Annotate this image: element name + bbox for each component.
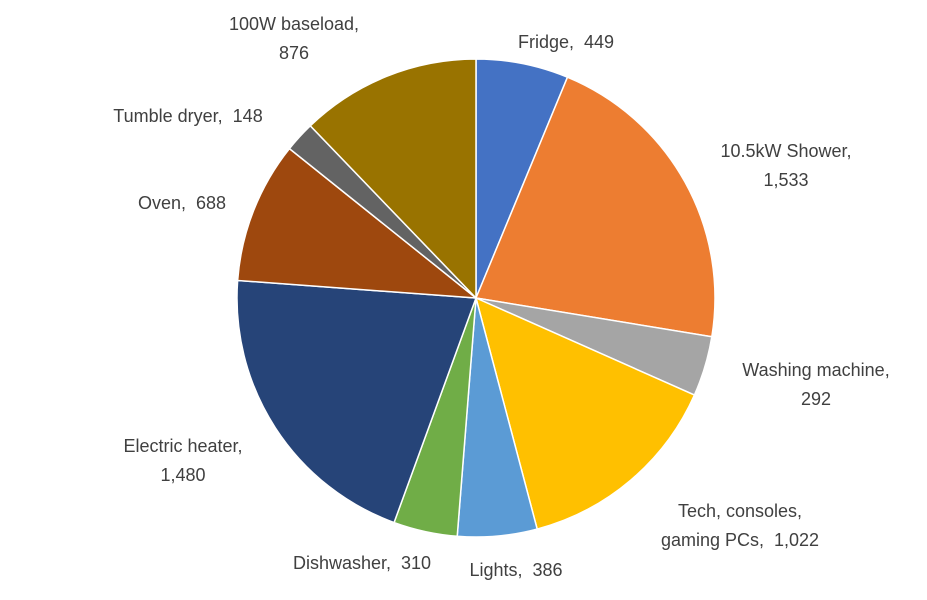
data-label-line: Electric heater, bbox=[123, 436, 242, 456]
data-label-washing-machine: Washing machine, 292 bbox=[742, 360, 889, 409]
pie-slice-oven bbox=[236, 147, 479, 299]
pie-slices bbox=[236, 58, 716, 538]
data-label-fridge: Fridge, 449 bbox=[518, 32, 614, 52]
data-label-line: Tumble dryer, 148 bbox=[113, 106, 262, 126]
data-label-tumble-dryer: Tumble dryer, 148 bbox=[113, 106, 262, 126]
data-label-line: 10.5kW Shower, bbox=[720, 141, 851, 161]
data-label-line: gaming PCs, 1,022 bbox=[661, 530, 819, 550]
pie-slice-10-5kw-shower bbox=[474, 76, 716, 338]
data-label-line: Fridge, 449 bbox=[518, 32, 614, 52]
pie-slice-tech-consoles-gaming-pcs bbox=[474, 296, 696, 530]
data-label-line: 1,533 bbox=[763, 170, 808, 190]
data-label-100w-baseload: 100W baseload, 876 bbox=[229, 14, 359, 63]
data-label-line: 100W baseload, bbox=[229, 14, 359, 34]
data-label-line: Tech, consoles, bbox=[678, 501, 802, 521]
pie-slice-electric-heater bbox=[236, 279, 478, 524]
data-label-electric-heater: Electric heater, 1,480 bbox=[123, 436, 242, 485]
data-label-line: Lights, 386 bbox=[469, 560, 562, 580]
data-label-lights: Lights, 386 bbox=[469, 560, 562, 580]
data-label-dishwasher: Dishwasher, 310 bbox=[293, 553, 431, 573]
data-label-10-5kw-shower: 10.5kW Shower, 1,533 bbox=[720, 141, 851, 190]
data-label-line: 1,480 bbox=[160, 465, 205, 485]
data-label-line: Dishwasher, 310 bbox=[293, 553, 431, 573]
data-label-tech-consoles-gaming-pcs: Tech, consoles, gaming PCs, 1,022 bbox=[661, 501, 819, 550]
pie-slice-100w-baseload bbox=[309, 58, 477, 300]
data-label-line: 292 bbox=[801, 389, 831, 409]
data-label-line: 876 bbox=[279, 43, 309, 63]
data-label-line: Washing machine, bbox=[742, 360, 889, 380]
data-label-line: Oven, 688 bbox=[138, 193, 226, 213]
data-label-oven: Oven, 688 bbox=[138, 193, 226, 213]
pie-labels: Fridge, 449 10.5kW Shower, 1,533 Washing ma… bbox=[113, 14, 889, 580]
